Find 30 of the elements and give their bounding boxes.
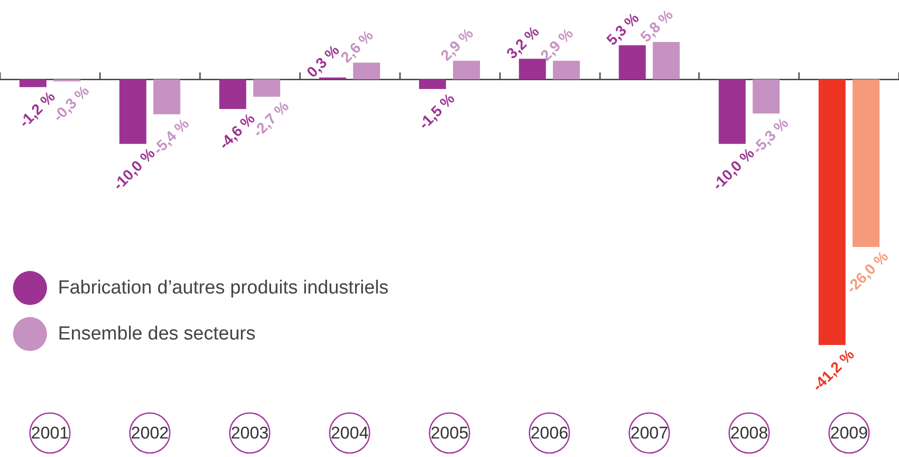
bar: [153, 79, 180, 114]
bar: [419, 79, 446, 90]
data-label: 2,9 %: [538, 25, 577, 64]
bar: [119, 79, 146, 144]
bar: [818, 79, 846, 345]
bar: [219, 79, 246, 110]
bar: [852, 79, 880, 248]
legend-label: Ensemble des secteurs: [58, 324, 256, 344]
x-tick-label: 2006: [530, 424, 568, 442]
bar: [19, 79, 46, 88]
x-tick-label: 2003: [230, 424, 269, 442]
bar: [353, 62, 380, 80]
bar: [652, 42, 680, 80]
bar: [618, 45, 646, 80]
bar: [253, 79, 280, 97]
data-label: 5,8 %: [637, 6, 677, 46]
x-tick-label: 2008: [730, 424, 768, 442]
x-tick-label: 2007: [630, 424, 668, 442]
x-tick-label: 2009: [830, 424, 868, 442]
bar: [752, 79, 780, 114]
bar: [552, 60, 580, 80]
legend-label: Fabrication d’autres produits industriels: [58, 278, 389, 298]
x-tick-label: 2005: [430, 424, 468, 442]
data-label: 2,9 %: [438, 25, 477, 64]
x-tick-label: 2004: [330, 424, 369, 442]
bar: [453, 60, 480, 80]
data-label: -1,5 %: [416, 90, 458, 133]
x-tick-label: 2001: [31, 424, 69, 442]
bar: [718, 79, 746, 144]
x-tick-label: 2002: [130, 424, 169, 442]
